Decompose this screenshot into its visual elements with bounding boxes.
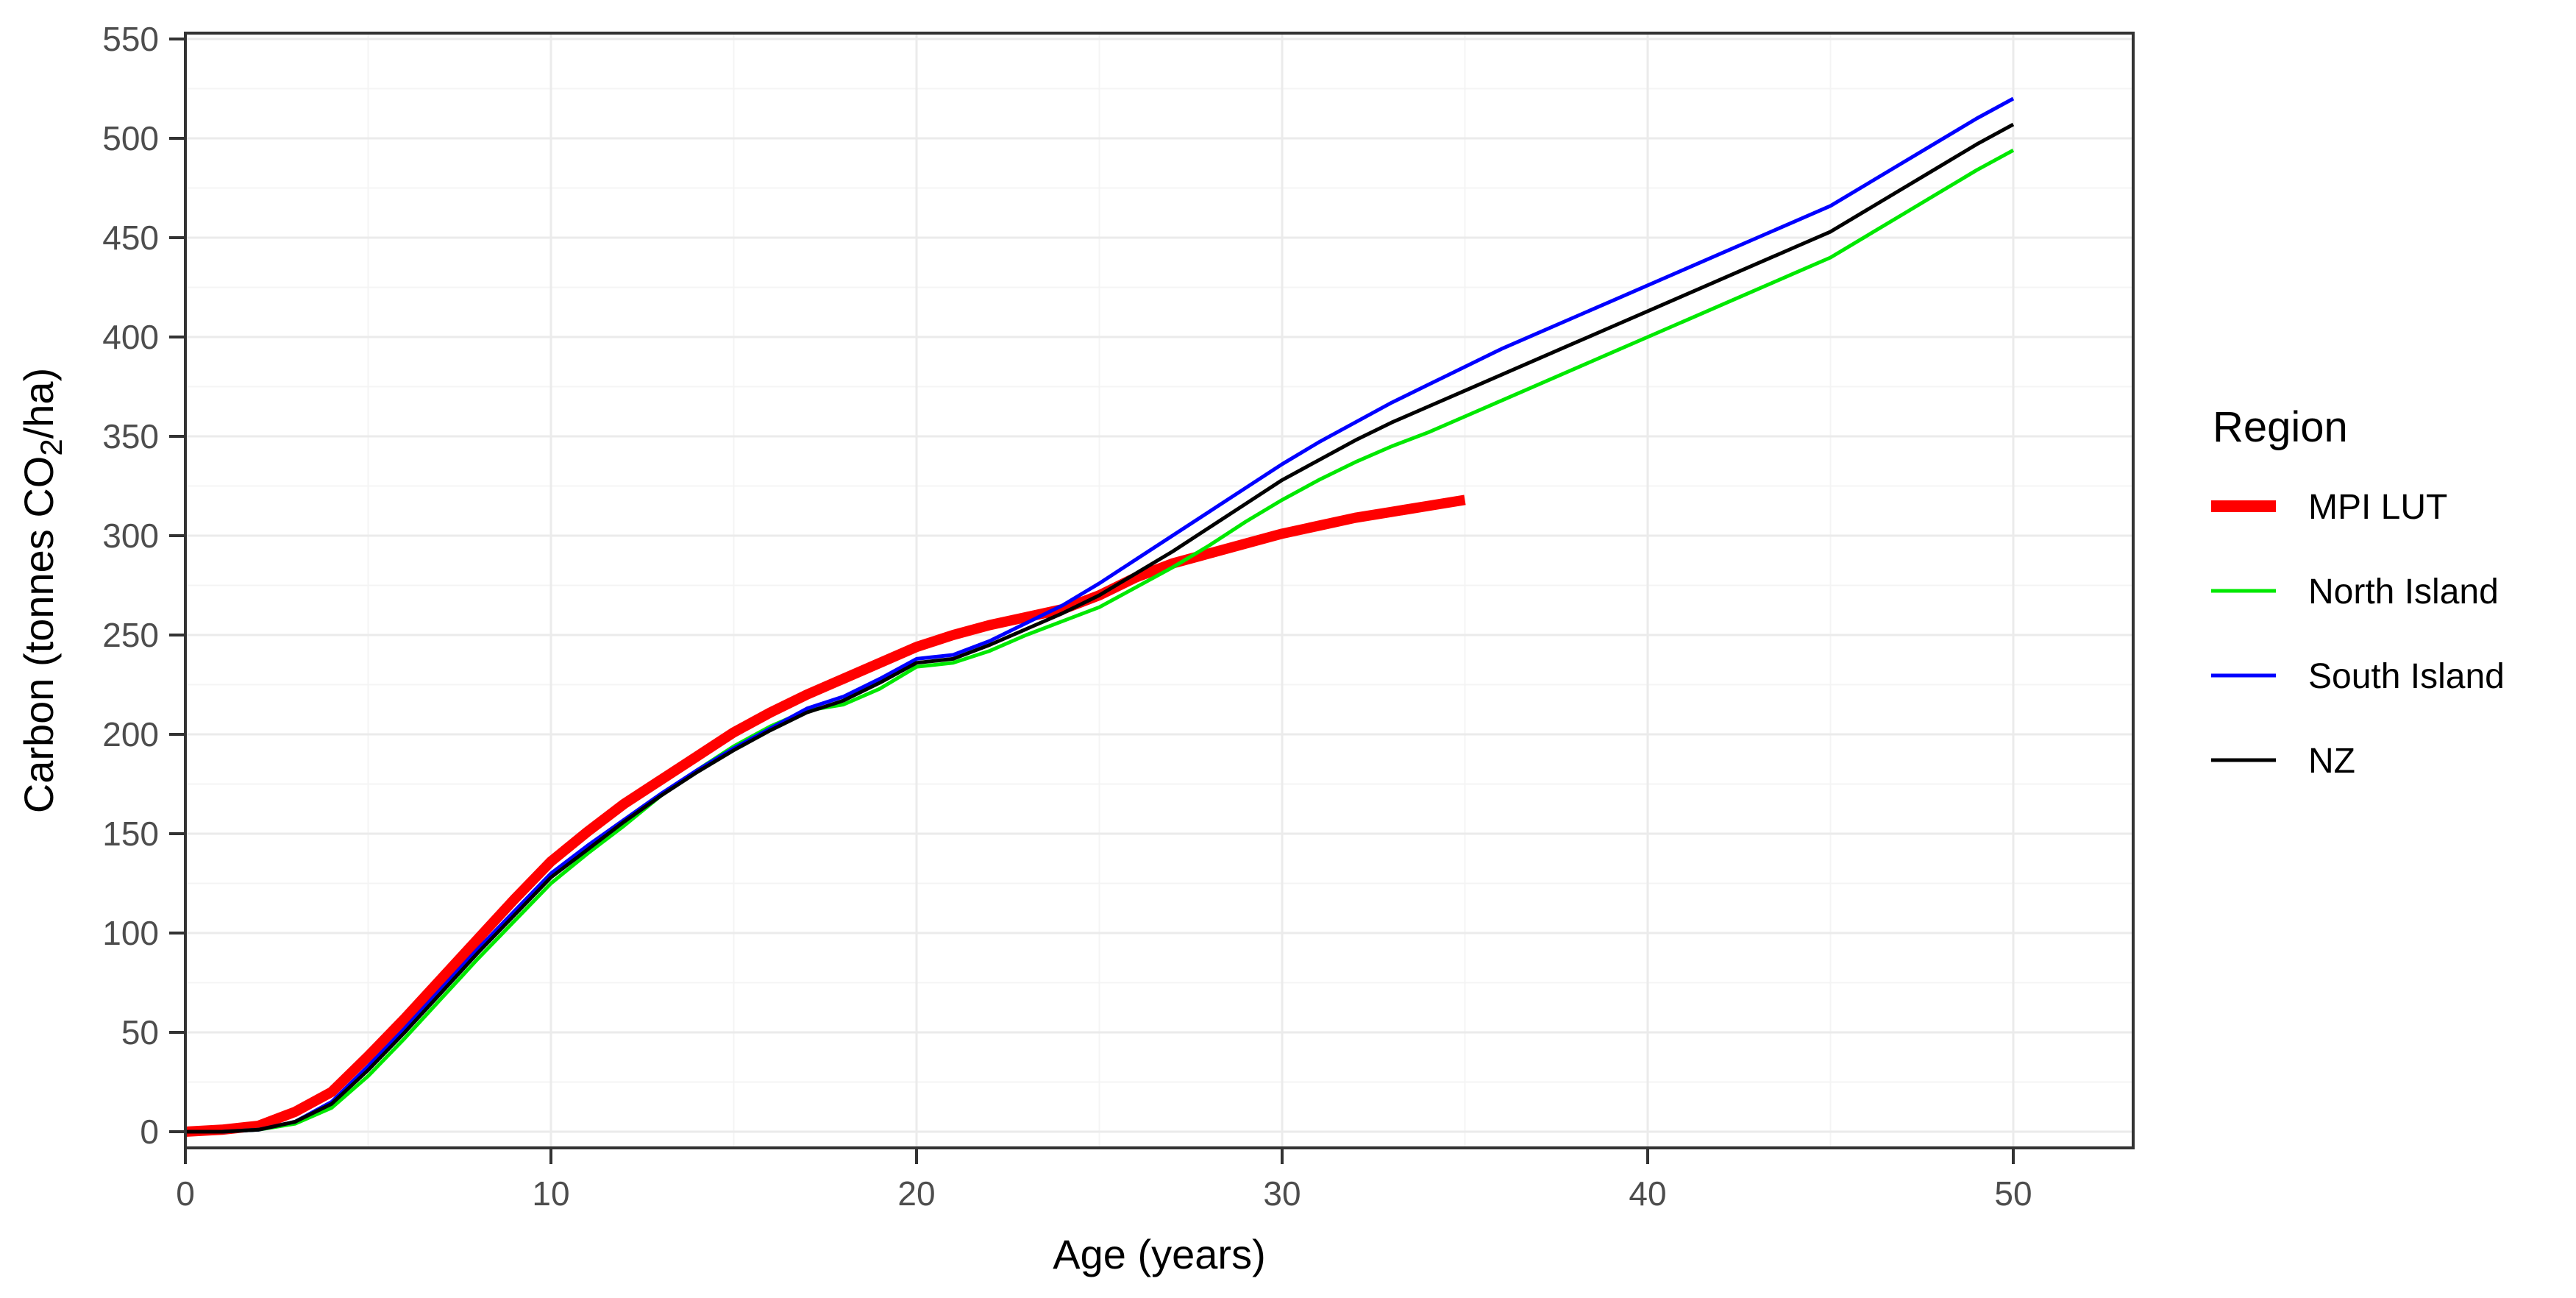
x-tick-label: 0 bbox=[176, 1174, 195, 1213]
panel-border bbox=[184, 32, 2135, 1149]
legend-item-nz: NZ bbox=[2211, 742, 2355, 781]
y-tick-label: 300 bbox=[102, 517, 159, 555]
legend-item-mpi-lut: MPI LUT bbox=[2211, 488, 2447, 527]
x-tick-label: 40 bbox=[1629, 1174, 1666, 1213]
y-tick-label: 0 bbox=[140, 1113, 159, 1151]
legend-label: NZ bbox=[2308, 742, 2355, 781]
y-tick-label: 150 bbox=[102, 815, 159, 853]
series-line-south-island bbox=[185, 96, 2015, 1134]
legend-item-south-island: South Island bbox=[2211, 657, 2505, 696]
legend-item-north-island: North Island bbox=[2211, 572, 2499, 611]
y-axis-title: Carbon (tonnes CO2/ha) bbox=[15, 368, 68, 813]
series-lines bbox=[185, 96, 2015, 1137]
legend-label: South Island bbox=[2308, 657, 2505, 696]
legend-label: MPI LUT bbox=[2308, 488, 2447, 527]
x-tick-labels: 0 10 20 30 40 50 bbox=[176, 1174, 2032, 1213]
legend-label: North Island bbox=[2308, 572, 2499, 611]
minor-gridlines bbox=[185, 33, 2133, 1148]
y-tick-label: 400 bbox=[102, 318, 159, 356]
x-tick-label: 30 bbox=[1263, 1174, 1301, 1213]
series-line-north-island bbox=[185, 149, 2015, 1134]
legend-title: Region bbox=[2213, 403, 2348, 451]
y-tick-label: 350 bbox=[102, 417, 159, 455]
y-tick-label: 450 bbox=[102, 219, 159, 257]
y-tick-label: 200 bbox=[102, 715, 159, 753]
series-line-mpi-lut bbox=[185, 494, 1466, 1137]
y-tick-labels: 0 50 100 150 200 250 300 350 400 450 500 550 bbox=[102, 20, 159, 1151]
y-tick-label: 100 bbox=[102, 914, 159, 952]
x-tick-label: 20 bbox=[897, 1174, 935, 1213]
axis-tick-marks bbox=[169, 38, 2015, 1164]
x-tick-label: 50 bbox=[1994, 1174, 2032, 1213]
y-tick-label: 50 bbox=[121, 1013, 159, 1051]
series-line-nz bbox=[185, 122, 2015, 1134]
x-tick-label: 10 bbox=[532, 1174, 569, 1213]
major-gridlines bbox=[185, 33, 2133, 1148]
legend: Region MPI LUT North Island South Island NZ bbox=[2211, 403, 2505, 781]
y-tick-label: 550 bbox=[102, 20, 159, 58]
x-axis-title: Age (years) bbox=[1053, 1231, 1265, 1277]
y-tick-label: 250 bbox=[102, 616, 159, 654]
y-tick-label: 500 bbox=[102, 119, 159, 157]
